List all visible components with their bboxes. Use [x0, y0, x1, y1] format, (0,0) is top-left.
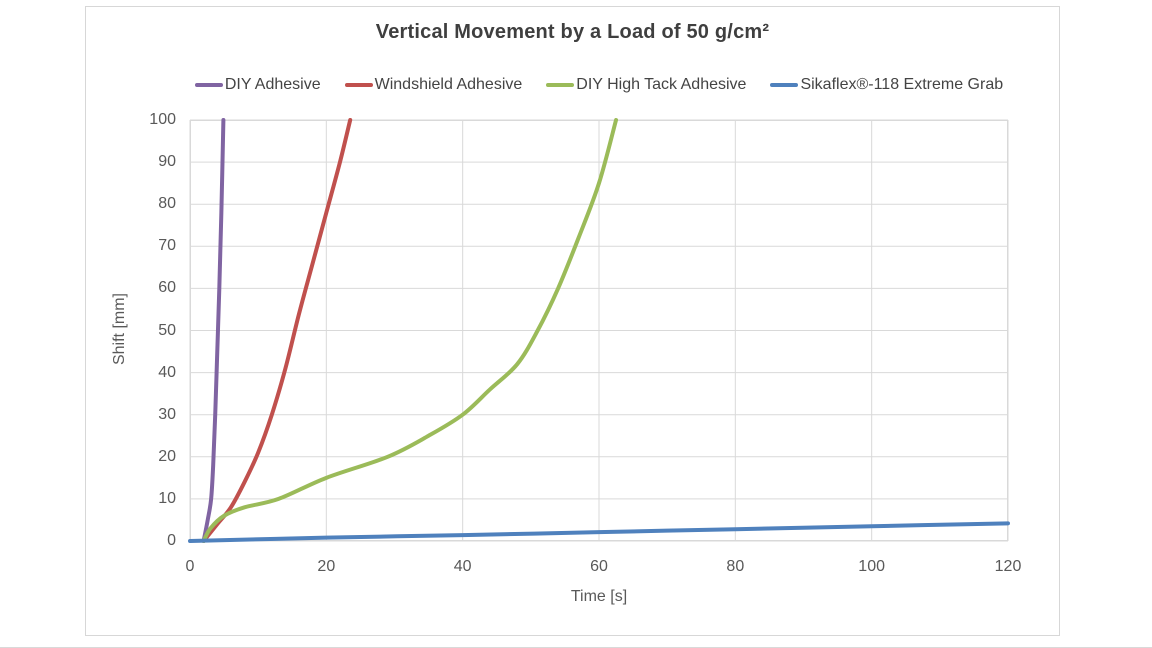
y-tick-label: 90: [158, 153, 176, 171]
y-tick-label: 0: [167, 532, 176, 549]
series-line: [201, 118, 226, 543]
x-axis-title: Time [s]: [570, 588, 628, 605]
legend-item-label: DIY High Tack Adhesive: [576, 76, 747, 93]
x-tick-label: 40: [453, 558, 472, 575]
legend-item-label: Windshield Adhesive: [374, 76, 523, 93]
legend: DIY Adhesive Windshield Adhesive DIY High …: [190, 74, 1008, 96]
y-tick-label: 40: [158, 363, 176, 381]
legend-item: DIY High Tack Adhesive: [546, 76, 746, 94]
y-tick-label: 10: [158, 489, 176, 507]
legend-item-label: DIY Adhesive: [224, 76, 321, 93]
y-tick-label: 70: [158, 237, 176, 255]
y-tick-label: 50: [158, 321, 176, 339]
legend-item-label: Sikaflex®-118 Extreme Grab: [800, 76, 1004, 93]
legend-item: DIY Adhesive: [194, 76, 321, 94]
x-tick-label: 20: [317, 558, 336, 575]
y-tick-label: 20: [158, 447, 176, 465]
chart-title: Vertical Movement by a Load of 50 g/cm²: [375, 21, 770, 43]
plot-area: [188, 118, 1010, 543]
series-line: [201, 118, 353, 543]
y-tick-label: 100: [149, 111, 176, 128]
legend-line-swatch: [344, 83, 373, 87]
x-tick-label: 60: [590, 558, 608, 575]
x-tick-label: 80: [726, 558, 745, 575]
plot-border: [190, 120, 1008, 541]
chart-panel: Vertical Movement by a Load of 50 g/cm² …: [85, 6, 1060, 636]
y-tick-label: 60: [158, 279, 176, 297]
y-tick-label: 80: [158, 195, 176, 213]
legend-line-swatch: [194, 83, 223, 87]
legend-item: Windshield Adhesive: [344, 76, 523, 94]
x-tick-label: 100: [858, 558, 885, 575]
x-tick-label: 0: [185, 558, 195, 575]
legend-line-swatch: [546, 83, 575, 87]
legend-item: Sikaflex®-118 Extreme Grab: [770, 76, 1003, 94]
legend-line-swatch: [770, 83, 799, 87]
series-line: [188, 521, 1010, 543]
series-line: [201, 118, 619, 543]
y-tick-label: 30: [158, 405, 176, 423]
x-tick-label: 120: [994, 558, 1022, 575]
